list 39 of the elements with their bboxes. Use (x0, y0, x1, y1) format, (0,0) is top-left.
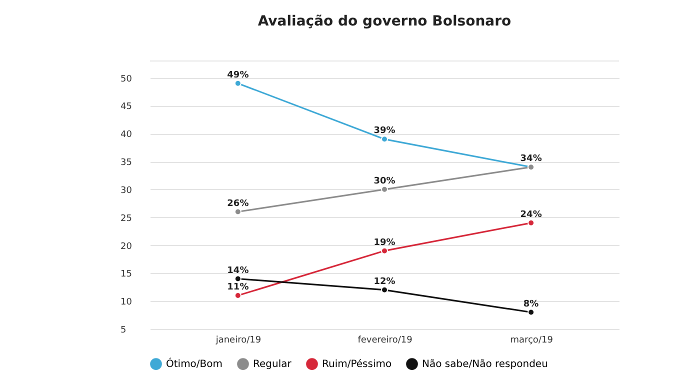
data-label: 14% (227, 266, 249, 276)
point (234, 80, 242, 87)
chart-title: Avaliação do governo Bolsonaro (258, 14, 512, 30)
x-tick-label: fevereiro/19 (358, 336, 413, 346)
point (381, 286, 388, 294)
point (381, 247, 388, 254)
y-tick-label: 45 (120, 102, 132, 112)
point (234, 208, 242, 216)
y-tick-label: 50 (120, 74, 132, 84)
point (528, 219, 535, 226)
y-tick-label: 20 (120, 242, 132, 252)
data-label: 24% (520, 210, 542, 220)
data-label: 49% (227, 70, 249, 80)
y-tick-label: 10 (120, 298, 132, 308)
data-label: 26% (227, 198, 249, 209)
point (381, 186, 388, 193)
data-label: 30% (374, 176, 396, 186)
y-tick-label: 30 (120, 186, 132, 196)
data-label: 8% (523, 299, 539, 310)
y-tick-label: 25 (120, 214, 132, 224)
point (381, 136, 388, 143)
point (234, 275, 242, 282)
point (528, 308, 535, 316)
data-label: 19% (374, 238, 396, 248)
legend-label: Regular (253, 359, 292, 370)
legend-label: Ruim/Péssimo (322, 359, 392, 370)
data-label: 11% (227, 282, 249, 292)
data-label: 12% (374, 276, 396, 287)
y-tick-label: 15 (120, 270, 132, 280)
y-tick-label: 5 (120, 326, 126, 336)
y-tick-label: 35 (120, 158, 132, 168)
x-tick-label: janeiro/19 (214, 336, 262, 346)
legend-label: Não sabe/Não respondeu (422, 359, 548, 370)
point (234, 292, 242, 299)
y-tick-label: 40 (120, 130, 132, 140)
legend-label: Ótimo/Bom (166, 357, 223, 370)
data-label: 39% (374, 126, 396, 136)
x-tick-label: março/19 (510, 336, 554, 346)
data-label: 34% (520, 154, 542, 164)
